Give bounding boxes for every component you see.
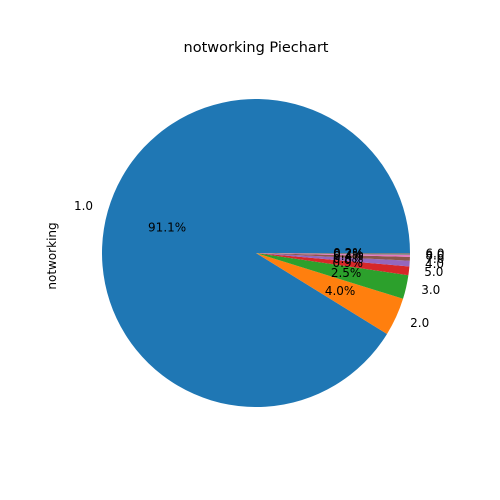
pie-slices (102, 99, 410, 407)
slice-label-3.0: 3.0 (421, 283, 440, 297)
slice-pct-6.0: 0.2% (333, 246, 364, 260)
slice-label-1.0: 1.0 (74, 199, 93, 213)
y-axis-label: notworking (45, 222, 59, 289)
slice-label-2.0: 2.0 (410, 316, 429, 330)
slice-label-6.0: 6.0 (425, 247, 444, 261)
slice-pct-1.0: 91.1% (148, 220, 186, 234)
slice-pct-2.0: 4.0% (325, 284, 356, 298)
chart-title: notworking Piechart (184, 40, 329, 56)
